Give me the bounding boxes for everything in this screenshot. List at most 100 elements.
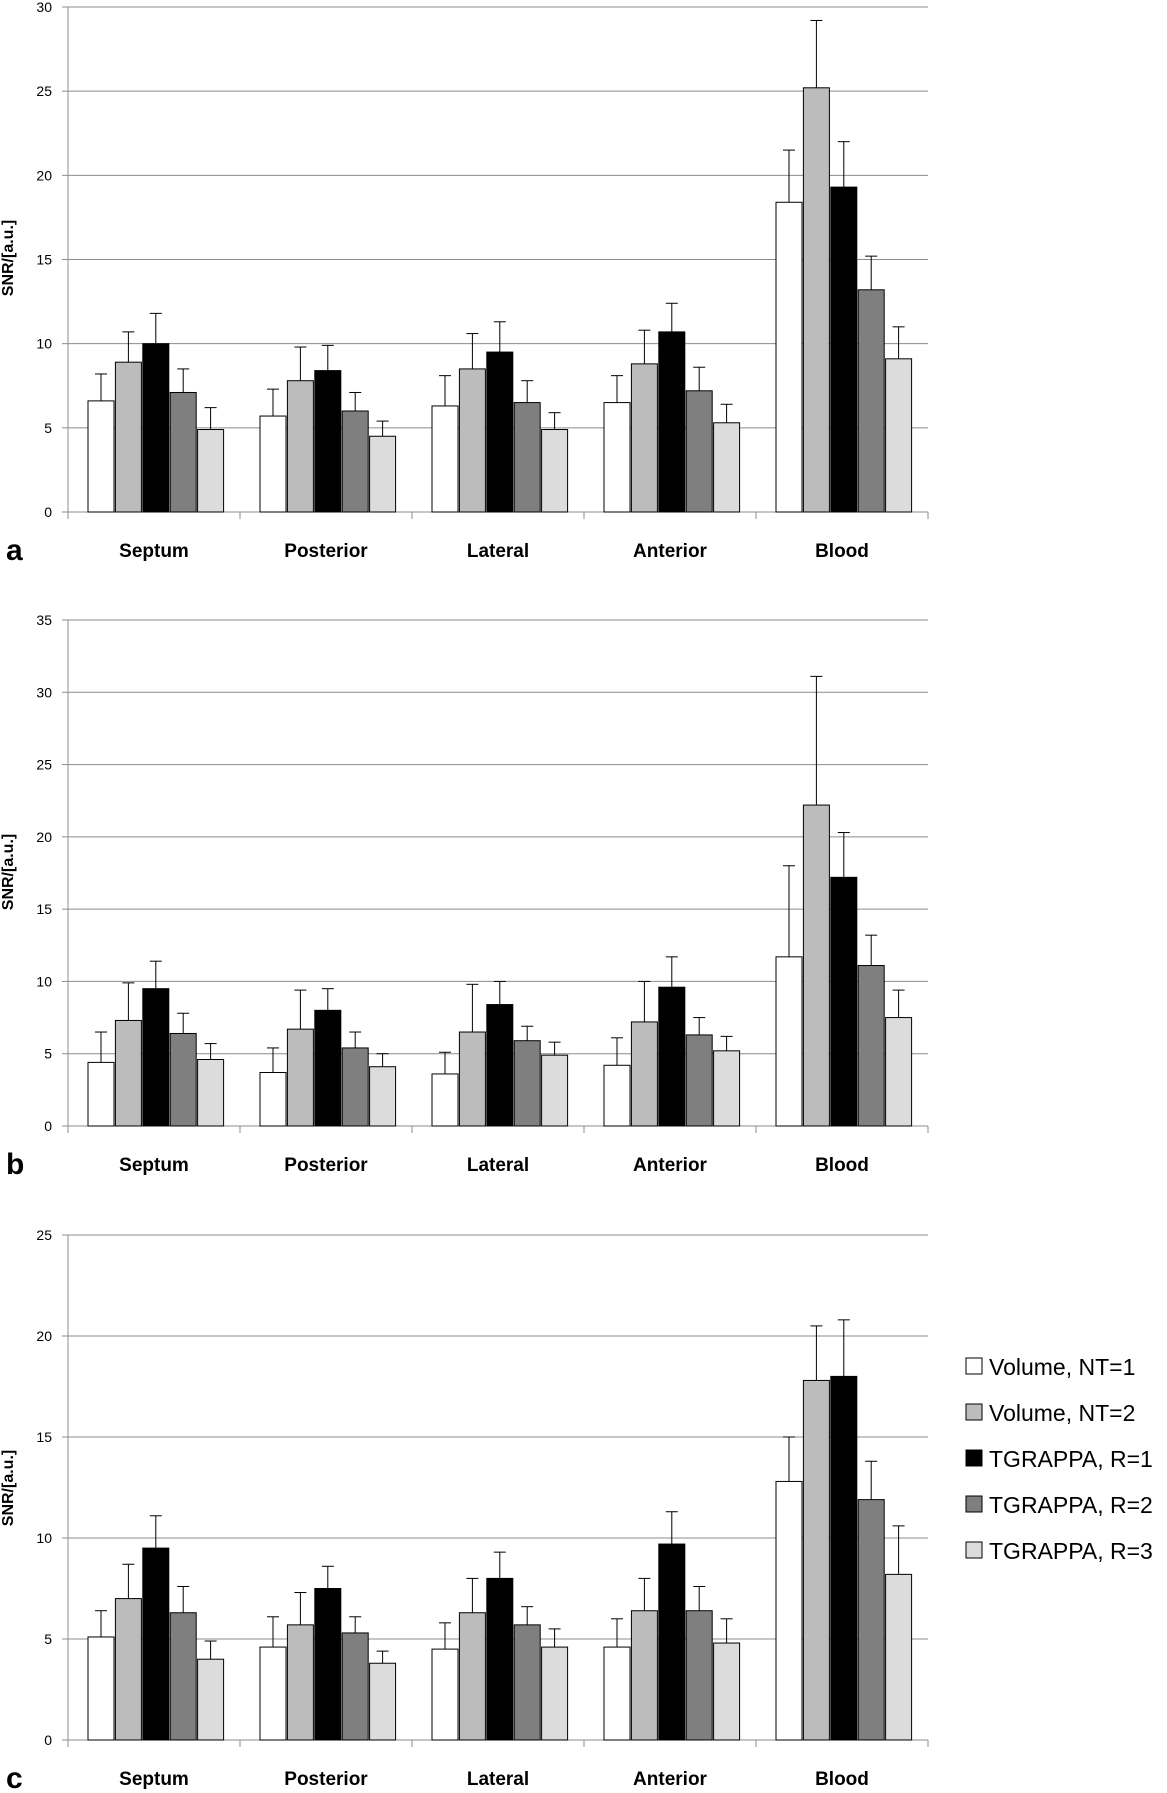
bar-anterior-series-1 <box>603 402 631 513</box>
chart-panel-a: 0 5 10 15 20 25 30 SNR/[a.u.] Septum Posterior Lat… <box>0 0 929 567</box>
bar-anterior-series-2 <box>630 1021 658 1127</box>
bar-posterior-series-3 <box>314 370 342 513</box>
bar-blood-series-3 <box>830 186 858 513</box>
legend-label: TGRAPPA, R=3 <box>989 1538 1153 1564</box>
bar-septum-series-3 <box>142 1547 170 1741</box>
category-label: Anterior <box>633 1769 708 1790</box>
category-label: Lateral <box>467 1155 529 1176</box>
panel-label: a <box>6 534 23 567</box>
panel-label: b <box>6 1148 24 1181</box>
bar-blood-series-1 <box>775 1480 803 1741</box>
bar-posterior-series-4 <box>341 1047 369 1127</box>
legend-swatch <box>965 1541 983 1559</box>
bar-lateral-series-3 <box>486 1004 514 1127</box>
legend-item: Volume, NT=2 <box>965 1400 1135 1426</box>
legend: Volume, NT=1 Volume, NT=2 TGRAPPA, R=1 TGRA… <box>965 1354 1153 1564</box>
legend-swatch <box>965 1449 983 1467</box>
y-tick-label: 25 <box>36 1227 52 1243</box>
y-tick-label: 0 <box>44 504 52 520</box>
category-label: Septum <box>119 1769 189 1790</box>
bar-lateral-series-3 <box>486 1577 514 1741</box>
y-tick-label: 25 <box>36 757 52 773</box>
bar-septum-series-2 <box>114 361 142 513</box>
bar-septum-series-1 <box>87 1061 115 1127</box>
bar-blood-series-5 <box>885 1573 913 1741</box>
bar-posterior-series-2 <box>286 1028 314 1127</box>
bar-septum-series-3 <box>142 343 170 513</box>
bar-septum-series-4 <box>169 1612 197 1741</box>
bar-septum-series-2 <box>114 1598 142 1741</box>
bar-lateral-series-2 <box>458 368 486 513</box>
y-tick-label: 15 <box>36 252 52 268</box>
category-label: Anterior <box>633 1155 708 1176</box>
y-tick-label: 20 <box>36 1328 52 1344</box>
legend-label: TGRAPPA, R=1 <box>989 1446 1153 1472</box>
bar-blood-series-4 <box>857 289 885 513</box>
bar-blood-series-2 <box>802 87 830 513</box>
chart-panel-c: 0 5 10 15 20 25 SNR/[a.u.] Septum Posterior Later… <box>0 1227 929 1793</box>
bar-posterior-series-2 <box>286 1624 314 1741</box>
bar-anterior-series-4 <box>685 1034 713 1127</box>
legend-swatch <box>965 1495 983 1513</box>
y-tick-label: 15 <box>36 901 52 917</box>
bar-lateral-series-2 <box>458 1031 486 1127</box>
bar-septum-series-2 <box>114 1019 142 1127</box>
bar-lateral-series-3 <box>486 351 514 513</box>
legend-label: Volume, NT=1 <box>989 1354 1135 1380</box>
y-tick-label: 25 <box>36 83 52 99</box>
category-label: Anterior <box>633 541 708 562</box>
bar-blood-series-3 <box>830 876 858 1127</box>
bar-anterior-series-4 <box>685 1610 713 1741</box>
bar-anterior-series-5 <box>713 1642 741 1741</box>
category-label: Septum <box>119 541 189 562</box>
bar-posterior-series-3 <box>314 1588 342 1741</box>
bar-posterior-series-1 <box>259 415 287 513</box>
y-tick-label: 10 <box>36 1530 52 1546</box>
bar-septum-series-4 <box>169 391 197 513</box>
bar-lateral-series-5 <box>541 1646 569 1741</box>
bar-posterior-series-3 <box>314 1009 342 1127</box>
legend-item: TGRAPPA, R=2 <box>965 1492 1153 1518</box>
bar-anterior-series-5 <box>713 422 741 513</box>
bar-anterior-series-3 <box>658 1543 686 1741</box>
bar-anterior-series-2 <box>630 1610 658 1741</box>
bar-blood-series-4 <box>857 965 885 1127</box>
category-label: Posterior <box>284 1155 368 1176</box>
bar-posterior-series-1 <box>259 1646 287 1741</box>
panel-label: c <box>6 1762 23 1793</box>
y-tick-label: 5 <box>44 1631 52 1647</box>
category-label: Lateral <box>467 541 529 562</box>
y-axis-label: SNR/[a.u.] <box>0 1450 17 1526</box>
y-tick-label: 5 <box>44 420 52 436</box>
legend-label: TGRAPPA, R=2 <box>989 1492 1153 1518</box>
bar-lateral-series-1 <box>431 1073 459 1127</box>
y-tick-label: 20 <box>36 829 52 845</box>
bar-blood-series-1 <box>775 201 803 513</box>
category-label: Lateral <box>467 1769 529 1790</box>
bar-anterior-series-5 <box>713 1050 741 1127</box>
y-tick-label: 30 <box>36 0 52 15</box>
bar-septum-series-3 <box>142 988 170 1127</box>
bar-anterior-series-1 <box>603 1064 631 1127</box>
bar-posterior-series-5 <box>369 435 397 513</box>
category-label: Blood <box>815 541 869 562</box>
legend-swatch <box>965 1403 983 1421</box>
y-tick-label: 30 <box>36 684 52 700</box>
y-tick-label: 0 <box>44 1732 52 1748</box>
bar-anterior-series-3 <box>658 331 686 513</box>
bar-posterior-series-4 <box>341 410 369 513</box>
y-tick-label: 10 <box>36 973 52 989</box>
chart-panel-b: 0 5 10 15 20 25 30 35 SNR/[a.u.] Septum Posterior L… <box>0 612 929 1181</box>
bar-posterior-series-4 <box>341 1632 369 1741</box>
bar-lateral-series-4 <box>513 1624 541 1741</box>
bar-septum-series-4 <box>169 1032 197 1127</box>
bar-posterior-series-5 <box>369 1662 397 1741</box>
bar-lateral-series-4 <box>513 402 541 513</box>
bar-septum-series-1 <box>87 1636 115 1741</box>
bar-lateral-series-2 <box>458 1612 486 1741</box>
y-tick-label: 5 <box>44 1046 52 1062</box>
bar-anterior-series-1 <box>603 1646 631 1741</box>
category-label: Blood <box>815 1769 869 1790</box>
bar-blood-series-3 <box>830 1375 858 1741</box>
